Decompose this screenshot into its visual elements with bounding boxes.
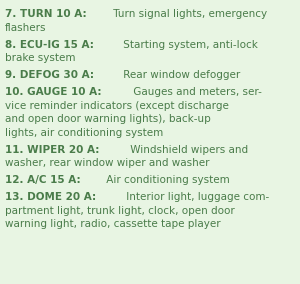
Text: Turn signal lights, emergency: Turn signal lights, emergency [110,9,267,20]
Text: Rear window defogger: Rear window defogger [120,70,240,80]
Text: and open door warning lights), back-up: and open door warning lights), back-up [5,114,211,124]
Text: partment light, trunk light, clock, open door: partment light, trunk light, clock, open… [5,206,235,216]
Text: lights, air conditioning system: lights, air conditioning system [5,128,163,138]
Text: washer, rear window wiper and washer: washer, rear window wiper and washer [5,158,209,168]
Text: flashers: flashers [5,23,47,33]
Text: warning light, radio, cassette tape player: warning light, radio, cassette tape play… [5,220,220,229]
Text: Starting system, anti-lock: Starting system, anti-lock [120,40,258,50]
Text: brake system: brake system [5,53,76,64]
Text: Interior light, luggage com-: Interior light, luggage com- [123,193,269,202]
Text: vice reminder indicators (except discharge: vice reminder indicators (except dischar… [5,101,229,111]
Text: Air conditioning system: Air conditioning system [103,176,229,185]
Text: 13. DOME 20 A:: 13. DOME 20 A: [5,193,96,202]
Text: 9. DEFOG 30 A:: 9. DEFOG 30 A: [5,70,94,80]
Text: 8. ECU-IG 15 A:: 8. ECU-IG 15 A: [5,40,94,50]
Text: 7. TURN 10 A:: 7. TURN 10 A: [5,9,87,20]
Text: 11. WIPER 20 A:: 11. WIPER 20 A: [5,145,99,155]
Text: 12. A/C 15 A:: 12. A/C 15 A: [5,176,81,185]
Text: Windshield wipers and: Windshield wipers and [127,145,248,155]
Text: Gauges and meters, ser-: Gauges and meters, ser- [130,87,261,97]
Text: 10. GAUGE 10 A:: 10. GAUGE 10 A: [5,87,101,97]
